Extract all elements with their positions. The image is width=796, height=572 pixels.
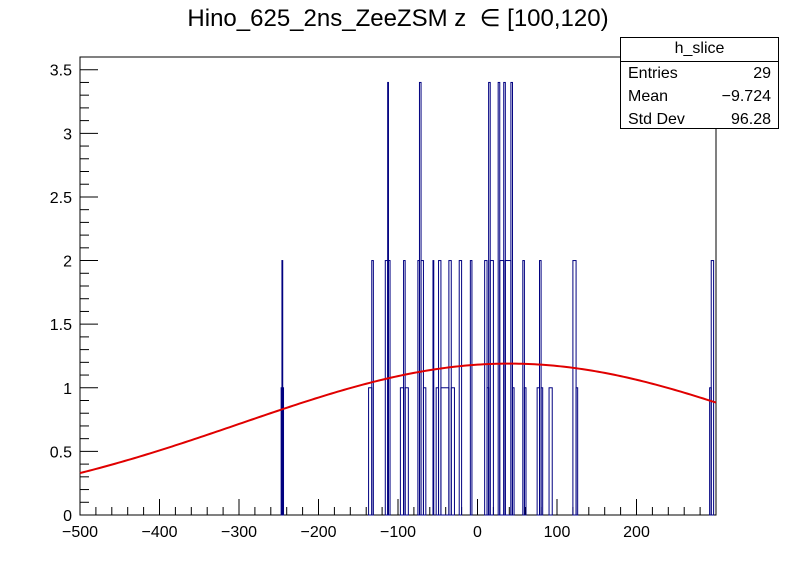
- histogram-bar: [432, 260, 435, 516]
- stats-box: h_slice Entries 29 Mean −9.724 Std Dev 9…: [620, 37, 779, 129]
- y-tick-label: 3: [63, 126, 72, 143]
- x-tick-label: −100: [380, 524, 416, 541]
- stats-box-name: h_slice: [621, 38, 778, 62]
- chart-title: Hino_625_2ns_ZeeZSM z ∈ [100,120): [187, 5, 609, 32]
- x-tick-label: −300: [221, 524, 257, 541]
- histogram-bar: [540, 387, 544, 516]
- stats-value: 29: [753, 65, 771, 82]
- x-tick-label: −200: [300, 524, 336, 541]
- x-tick-label: −500: [62, 524, 98, 541]
- y-tick-label: 2: [63, 254, 72, 271]
- stats-label: Mean: [628, 88, 669, 105]
- histogram-bar: [511, 387, 515, 516]
- stats-row-mean: Mean −9.724: [621, 85, 778, 108]
- y-tick-label: 1: [63, 381, 72, 398]
- histogram-bar: [510, 81, 513, 516]
- x-tick-label: −400: [141, 524, 177, 541]
- histogram-bar: [489, 260, 494, 516]
- stats-value: 96.28: [730, 111, 771, 128]
- stats-value: −9.724: [721, 88, 771, 105]
- histogram-bar: [548, 387, 553, 516]
- histogram-bar: [575, 387, 579, 516]
- histogram-bar: [504, 260, 512, 516]
- y-tick-label: 0.5: [50, 444, 72, 461]
- stats-row-stddev: Std Dev 96.28: [621, 108, 778, 131]
- histogram-bar: [404, 387, 409, 516]
- histogram-bar: [458, 260, 463, 516]
- histogram-bar: [282, 387, 285, 516]
- histogram-bar: [450, 387, 455, 516]
- stats-label: Std Dev: [628, 111, 685, 128]
- histogram-bar: [499, 260, 505, 516]
- x-tick-label: 100: [544, 524, 571, 541]
- stats-row-entries: Entries 29: [621, 62, 778, 85]
- histogram-bar: [523, 387, 527, 516]
- y-tick-label: 2.5: [50, 190, 72, 207]
- histogram-bar: [440, 387, 450, 516]
- histogram-bar: [710, 260, 715, 516]
- y-tick-label: 0: [63, 508, 72, 525]
- x-tick-label: 0: [473, 524, 482, 541]
- histogram-bar: [371, 260, 374, 516]
- histogram-bar: [469, 260, 473, 516]
- x-tick-label: 200: [623, 524, 650, 541]
- histogram-bar: [387, 260, 391, 516]
- fit-curve: [79, 362, 717, 475]
- stats-label: Entries: [628, 65, 678, 82]
- y-tick-label: 3.5: [50, 63, 72, 80]
- histogram-bar: [422, 387, 427, 516]
- y-tick-label: 1.5: [50, 317, 72, 334]
